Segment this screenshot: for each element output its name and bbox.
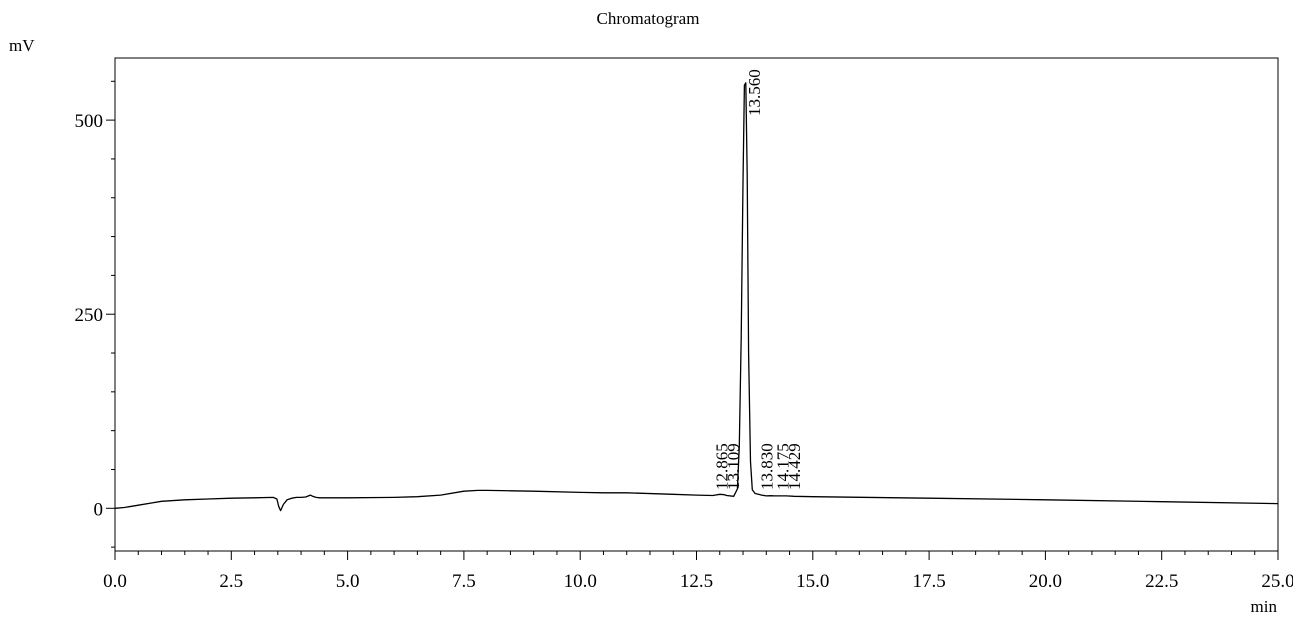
x-tick-label: 5.0 <box>336 571 360 592</box>
x-tick-label: 25.0 <box>1261 571 1293 592</box>
peak-label: 13.830 <box>757 443 776 490</box>
y-tick-label: 0 <box>94 499 104 520</box>
peak-label: 14.175 <box>773 443 792 490</box>
peak-label: 13.560 <box>745 69 764 116</box>
x-tick-label: 12.5 <box>680 571 713 592</box>
x-tick-label: 7.5 <box>452 571 476 592</box>
y-axis-label: mV <box>9 36 35 55</box>
x-axis-label: min <box>1251 597 1278 616</box>
chromatogram-trace <box>114 82 1279 512</box>
trace-layer <box>114 82 1279 512</box>
x-tick-label: 10.0 <box>564 571 597 592</box>
x-tick-label: 17.5 <box>912 571 945 592</box>
peak-label: 13.109 <box>724 443 743 490</box>
x-axis: 0.0 2.5 5.0 7.5 10.0 12.5 15.0 17.5 20.0 22.5 25.0 <box>103 551 1293 592</box>
x-tick-label: 2.5 <box>219 571 243 592</box>
x-tick-label: 15.0 <box>796 571 829 592</box>
x-tick-label: 0.0 <box>103 571 127 592</box>
chart-title: Chromatogram <box>597 9 700 28</box>
x-tick-label: 22.5 <box>1145 571 1178 592</box>
y-tick-label: 500 <box>75 111 104 132</box>
plot-frame <box>114 57 1279 552</box>
peak-label: 14.429 <box>785 443 804 490</box>
peak-label: 12.865 <box>712 443 731 490</box>
y-tick-label: 250 <box>75 305 104 326</box>
x-tick-label: 20.0 <box>1029 571 1062 592</box>
y-axis: 0 250 500 <box>75 80 115 548</box>
